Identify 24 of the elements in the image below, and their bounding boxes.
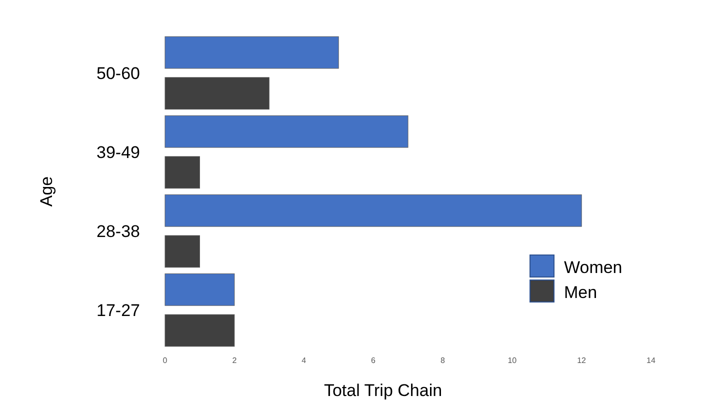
x-tick-label: 6 [371,356,376,365]
bar [164,36,339,69]
y-tick-label: 50-60 [96,64,140,83]
x-tick-label: 0 [162,356,168,365]
x-tick-label: 14 [646,356,656,365]
x-tick-label: 8 [440,356,446,365]
y-axis-title: Age [37,176,56,207]
bar [164,77,270,110]
bar [164,273,235,306]
legend-label: Women [564,258,622,277]
x-tick-label: 4 [302,356,307,365]
bar [164,314,235,347]
y-tick-label: 39-49 [96,142,140,162]
legend-label: Men [564,283,598,302]
x-tick-label: 2 [232,356,238,365]
y-tick-label: 17-27 [96,301,140,320]
y-tick-label: 28-38 [96,222,140,242]
bar [164,235,200,268]
bar [164,156,200,189]
bar [164,194,582,227]
bar [164,115,408,148]
x-tick-label: 12 [577,356,587,365]
x-axis-title: Total Trip Chain [324,381,442,400]
x-tick-label: 10 [508,356,518,365]
